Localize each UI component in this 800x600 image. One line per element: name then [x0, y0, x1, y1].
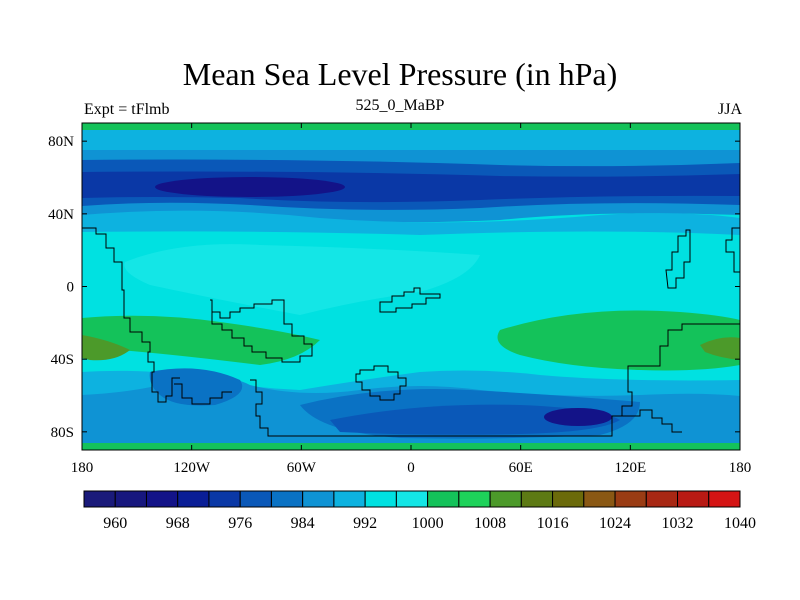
colorbar-swatch	[614, 490, 647, 508]
colorbar-swatch	[270, 490, 304, 508]
colorbar-label: 1008	[474, 515, 506, 532]
colorbar-swatch	[83, 490, 116, 508]
x-tick-label: 120W	[173, 460, 211, 476]
coastlines	[82, 227, 740, 437]
colorbar-swatch	[333, 490, 366, 508]
colorbar-swatch	[395, 490, 429, 508]
high-south-indian	[497, 310, 740, 371]
colorbar-swatch	[239, 490, 272, 508]
y-tick-label: 40N	[48, 207, 74, 223]
colorbar-swatch	[458, 490, 491, 508]
x-tick-label: 180	[71, 460, 94, 476]
x-tick-label: 60E	[509, 460, 533, 476]
x-tick-label: 60W	[287, 460, 317, 476]
tick-marks	[81, 123, 741, 450]
colorbar-label: 1024	[599, 515, 631, 532]
colorbar-swatch	[645, 490, 679, 508]
x-tick-label: 120E	[614, 460, 646, 476]
chart-title: Mean Sea Level Pressure (in hPa)	[182, 56, 618, 92]
colorbar-swatch	[708, 490, 741, 508]
axes: 180 120W 60W 0 60E 120E 180 80N 40N 0 40S 80S	[48, 122, 752, 476]
y-tick-label: 80S	[51, 425, 74, 441]
colorbar-labels: 960 968 976 984 992 1000 1008 1016 1024 1032 1040	[103, 515, 756, 532]
x-tick-label: 180	[729, 460, 752, 476]
low-south-core	[544, 408, 612, 426]
high-south-pacific-core	[82, 335, 130, 361]
colorbar-swatch	[520, 490, 554, 508]
band-north-1	[82, 130, 740, 150]
colorbar	[83, 490, 741, 508]
colorbar-label: 960	[103, 515, 127, 532]
colorbar-swatch	[677, 490, 710, 508]
low-north-core	[155, 177, 345, 197]
colorbar-label: 968	[166, 515, 190, 532]
y-tick-label: 80N	[48, 134, 74, 150]
x-tick-labels: 180 120W 60W 0 60E 120E 180	[71, 460, 752, 476]
band-north-5	[82, 210, 740, 235]
y-tick-labels: 80N 40N 0 40S 80S	[48, 134, 74, 441]
x-tick-label: 0	[407, 460, 415, 476]
colorbar-swatch	[177, 490, 210, 508]
y-tick-label: 40S	[51, 352, 74, 368]
high-south-indian-core	[700, 337, 740, 360]
season-label: JJA	[717, 101, 742, 118]
colorbar-swatch	[364, 490, 397, 508]
time-label: 525_0_MaBP	[355, 97, 445, 114]
colorbar-swatch	[427, 490, 460, 508]
colorbar-label: 1016	[537, 515, 569, 532]
high-south-pacific	[82, 315, 320, 365]
colorbar-swatch	[114, 490, 147, 508]
tropical-high-pacific	[124, 244, 481, 315]
experiment-label: Expt = tFlmb	[84, 101, 170, 118]
colorbar-swatch	[145, 490, 179, 508]
colorbar-label: 976	[228, 515, 252, 532]
colorbar-swatch	[489, 490, 522, 508]
colorbar-label: 1040	[724, 515, 756, 532]
colorbar-swatch	[583, 490, 616, 508]
colorbar-label: 1000	[412, 515, 444, 532]
y-tick-label: 0	[67, 280, 75, 296]
colorbar-swatch	[302, 490, 335, 508]
colorbar-swatch	[552, 490, 585, 508]
colorbar-label: 1032	[662, 515, 694, 532]
contour-field	[82, 123, 740, 450]
colorbar-label: 992	[353, 515, 377, 532]
colorbar-label: 984	[291, 515, 315, 532]
band-south-4	[330, 404, 620, 435]
colorbar-swatch	[208, 490, 241, 508]
